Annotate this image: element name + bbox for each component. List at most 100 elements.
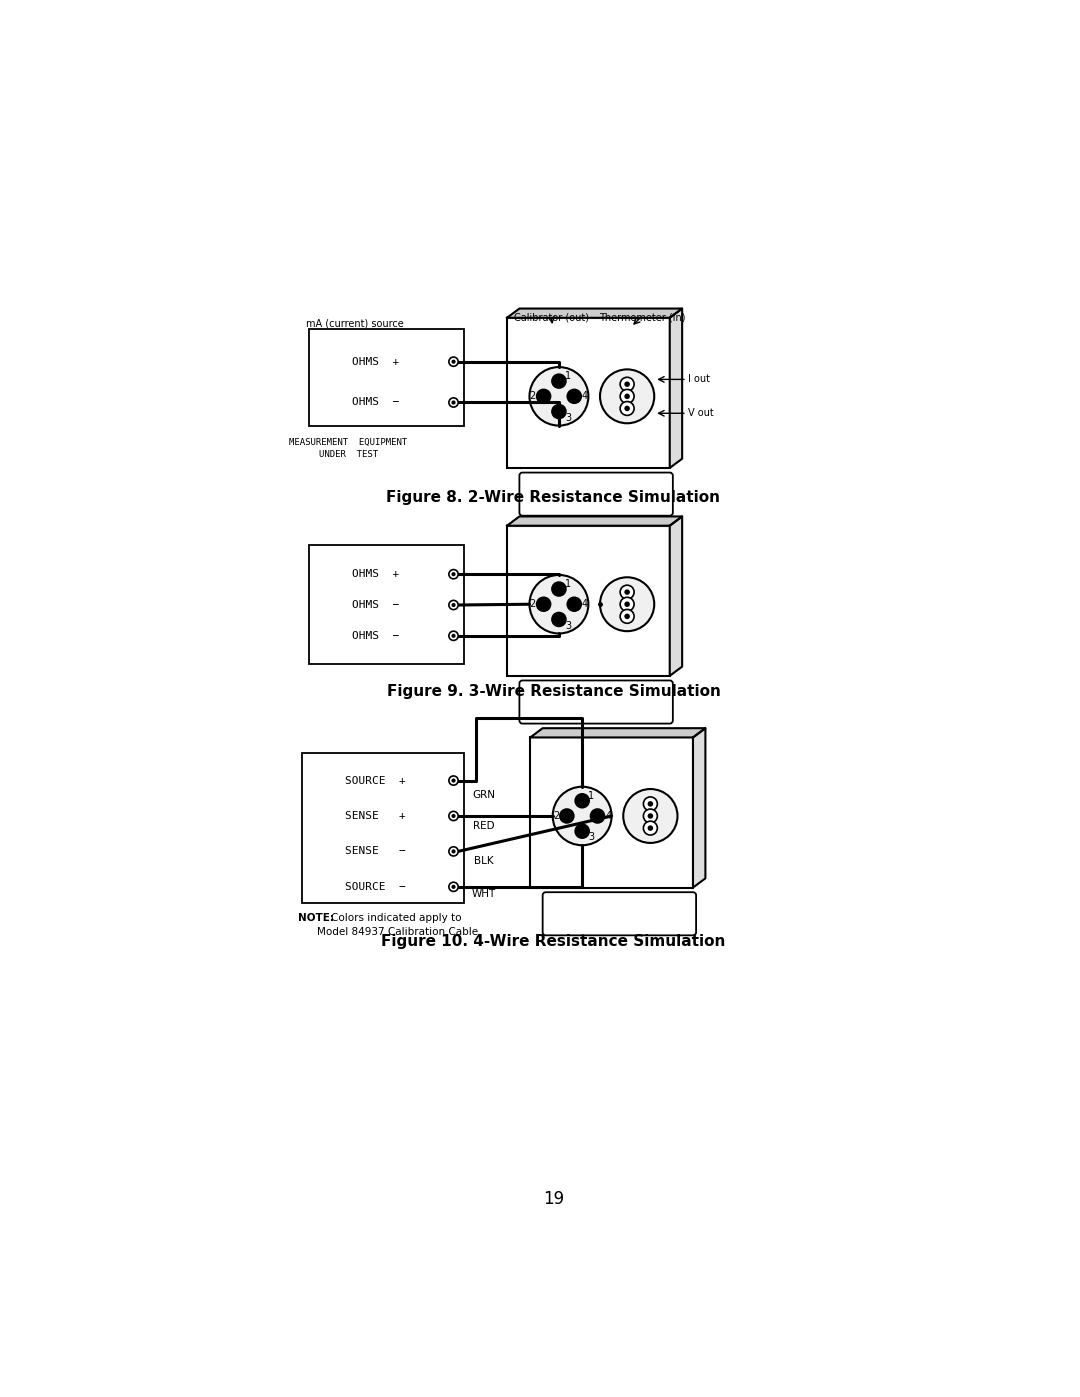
Text: OHMS  +: OHMS + xyxy=(352,569,399,580)
Circle shape xyxy=(449,847,458,856)
Circle shape xyxy=(553,787,611,845)
FancyBboxPatch shape xyxy=(519,472,673,515)
Circle shape xyxy=(624,613,630,619)
Text: OHMS  −: OHMS − xyxy=(352,631,399,641)
Circle shape xyxy=(648,800,653,806)
Circle shape xyxy=(600,369,654,423)
Polygon shape xyxy=(507,517,683,525)
Circle shape xyxy=(624,381,630,387)
Text: OHMS  +: OHMS + xyxy=(352,356,399,366)
Text: NOTE:: NOTE: xyxy=(298,914,334,923)
Circle shape xyxy=(449,812,458,820)
Circle shape xyxy=(552,612,566,626)
Text: 4: 4 xyxy=(582,391,589,401)
Circle shape xyxy=(576,824,590,838)
Circle shape xyxy=(591,809,605,823)
Circle shape xyxy=(567,390,581,404)
Circle shape xyxy=(449,398,458,407)
Circle shape xyxy=(449,358,458,366)
Circle shape xyxy=(567,598,581,610)
Circle shape xyxy=(552,405,566,419)
Circle shape xyxy=(451,573,456,577)
Text: 1: 1 xyxy=(565,372,571,381)
Bar xyxy=(309,545,464,665)
Text: SOURCE  +: SOURCE + xyxy=(345,775,406,785)
Circle shape xyxy=(449,601,458,609)
Circle shape xyxy=(451,814,456,819)
Text: MEASUREMENT  EQUIPMENT: MEASUREMENT EQUIPMENT xyxy=(289,439,407,447)
Text: Figure 10. 4-Wire Resistance Simulation: Figure 10. 4-Wire Resistance Simulation xyxy=(381,935,726,949)
Text: 1: 1 xyxy=(565,580,571,590)
Circle shape xyxy=(623,789,677,842)
Circle shape xyxy=(537,598,551,610)
Text: UNDER  TEST: UNDER TEST xyxy=(319,450,378,460)
Polygon shape xyxy=(507,309,683,317)
Circle shape xyxy=(648,813,653,819)
Text: 19: 19 xyxy=(543,1190,564,1208)
Text: 2: 2 xyxy=(529,599,536,609)
Circle shape xyxy=(529,367,589,426)
Text: SENSE   +: SENSE + xyxy=(345,812,406,821)
Circle shape xyxy=(451,849,456,854)
Circle shape xyxy=(451,401,456,405)
Circle shape xyxy=(620,401,634,415)
Circle shape xyxy=(644,796,658,810)
Text: 4: 4 xyxy=(582,599,589,609)
Circle shape xyxy=(644,821,658,835)
Text: V out: V out xyxy=(688,408,714,418)
Circle shape xyxy=(451,634,456,638)
Circle shape xyxy=(620,377,634,391)
Circle shape xyxy=(451,604,456,608)
Text: Colors indicated apply to: Colors indicated apply to xyxy=(332,914,461,923)
Circle shape xyxy=(552,583,566,597)
Circle shape xyxy=(600,577,654,631)
Circle shape xyxy=(648,826,653,831)
FancyBboxPatch shape xyxy=(542,893,697,936)
Circle shape xyxy=(451,359,456,363)
Text: SOURCE  −: SOURCE − xyxy=(345,882,406,891)
Circle shape xyxy=(449,775,458,785)
Text: 3: 3 xyxy=(565,412,571,423)
Circle shape xyxy=(624,405,630,411)
Bar xyxy=(309,330,464,426)
Text: 4: 4 xyxy=(605,812,611,821)
Text: 2: 2 xyxy=(553,812,559,821)
Text: GRN: GRN xyxy=(472,791,496,800)
Circle shape xyxy=(449,882,458,891)
Text: 3: 3 xyxy=(565,620,571,630)
Polygon shape xyxy=(670,517,683,676)
FancyBboxPatch shape xyxy=(519,680,673,724)
Circle shape xyxy=(449,631,458,640)
Text: Thermometer (in): Thermometer (in) xyxy=(599,313,686,323)
Bar xyxy=(507,525,670,676)
Circle shape xyxy=(620,609,634,623)
Text: OHMS  −: OHMS − xyxy=(352,398,399,408)
Circle shape xyxy=(620,598,634,610)
Circle shape xyxy=(624,602,630,608)
Text: Calibrator (out): Calibrator (out) xyxy=(514,313,589,323)
Polygon shape xyxy=(693,728,705,887)
Circle shape xyxy=(576,793,590,807)
Text: I out: I out xyxy=(688,374,711,384)
Text: BLK: BLK xyxy=(474,855,494,866)
Circle shape xyxy=(451,884,456,888)
Text: 3: 3 xyxy=(589,833,594,842)
Circle shape xyxy=(451,778,456,782)
Text: mA (current) source: mA (current) source xyxy=(306,319,403,328)
Circle shape xyxy=(624,394,630,400)
Text: Figure 8. 2-Wire Resistance Simulation: Figure 8. 2-Wire Resistance Simulation xyxy=(387,490,720,504)
Polygon shape xyxy=(530,728,705,738)
Text: Figure 9. 3-Wire Resistance Simulation: Figure 9. 3-Wire Resistance Simulation xyxy=(387,683,720,698)
Circle shape xyxy=(537,390,551,404)
Text: Model 84937 Calibration Cable.: Model 84937 Calibration Cable. xyxy=(318,928,482,937)
Text: OHMS  −: OHMS − xyxy=(352,599,399,610)
Polygon shape xyxy=(670,309,683,468)
Circle shape xyxy=(624,590,630,595)
Bar xyxy=(507,317,670,468)
Text: 1: 1 xyxy=(589,791,594,800)
Text: SENSE   −: SENSE − xyxy=(345,847,406,856)
Bar xyxy=(301,753,464,902)
Circle shape xyxy=(644,809,658,823)
Circle shape xyxy=(449,570,458,578)
Circle shape xyxy=(620,585,634,599)
